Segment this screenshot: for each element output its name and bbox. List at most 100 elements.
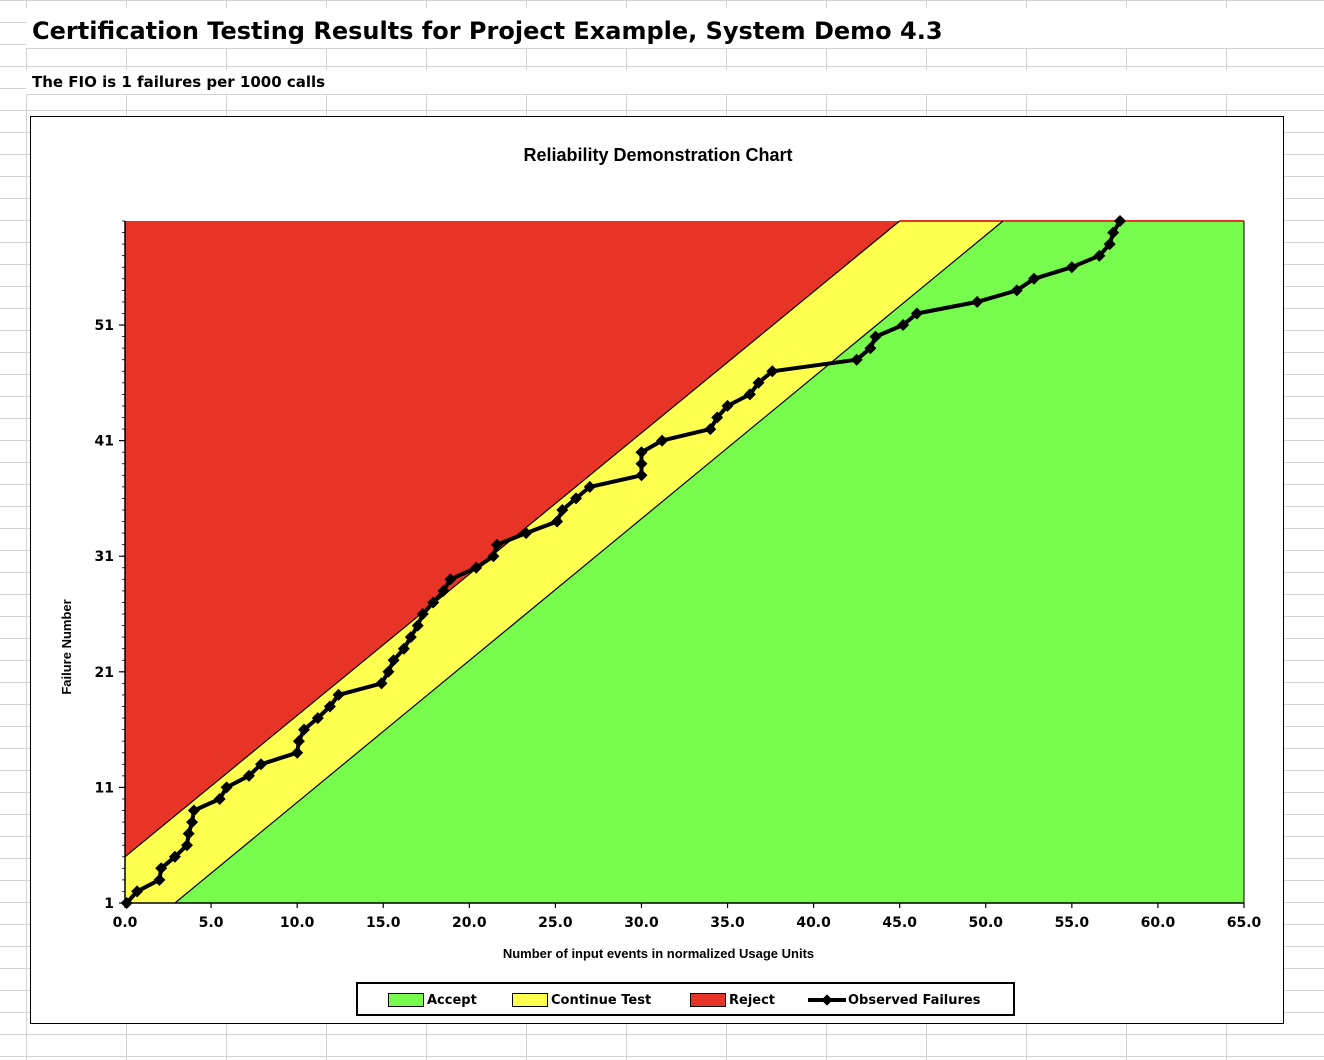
observed-failure-point <box>656 434 669 447</box>
legend-label-observed: Observed Failures <box>848 992 981 1008</box>
observed-failure-point <box>520 527 533 540</box>
observed-failure-point <box>182 827 195 840</box>
observed-failure-point <box>416 608 429 620</box>
observed-failure-point <box>556 504 569 516</box>
x-tick-label: 35.0 <box>710 915 745 931</box>
observed-failure-point <box>766 365 779 378</box>
y-tick-label: 31 <box>95 549 114 565</box>
legend-item-reject: Reject <box>690 991 775 1009</box>
legend-swatch-observed <box>808 994 846 1006</box>
observed-failure-point <box>323 700 336 713</box>
observed-failure-point <box>850 353 863 366</box>
x-tick-label: 30.0 <box>624 915 659 931</box>
y-tick-label: 11 <box>95 780 114 796</box>
observed-failure-point <box>387 654 400 667</box>
legend-swatch-reject <box>690 993 726 1007</box>
observed-failure-point <box>1010 284 1023 297</box>
observed-failure-point <box>711 411 724 424</box>
observed-failure-point <box>131 885 144 898</box>
observed-failure-point <box>168 850 181 863</box>
observed-failure-point <box>411 619 424 632</box>
observed-failure-point <box>635 457 648 470</box>
sheet-subtitle: The FIO is 1 failures per 1000 calls <box>32 73 326 91</box>
observed-failure-point <box>570 492 582 505</box>
x-tick-label: 40.0 <box>796 915 831 931</box>
observed-failure-point <box>490 538 503 551</box>
observed-failure-point <box>375 677 388 690</box>
sheet-subtitle-row: The FIO is 1 failures per 1000 calls <box>26 70 1324 95</box>
observed-failure-point <box>444 573 457 586</box>
observed-failure-point <box>1028 272 1040 285</box>
observed-failure-point <box>635 469 648 482</box>
y-tick-label: 21 <box>95 665 114 681</box>
chart-area[interactable]: Reliability Demonstration Chart 1 11 21 31 4… <box>30 116 1284 1024</box>
y-tick-label: 51 <box>95 318 114 334</box>
x-tick-label: 20.0 <box>452 915 487 931</box>
observed-failure-point <box>220 781 233 794</box>
observed-failure-point <box>437 584 450 597</box>
observed-failure-point <box>864 342 877 355</box>
observed-failure-point <box>743 388 756 401</box>
observed-failure-point <box>186 816 199 829</box>
observed-failure-point <box>1114 215 1126 227</box>
observed-failure-point <box>1107 226 1120 239</box>
observed-failure-point <box>404 631 417 644</box>
y-axis-title: Failure Number <box>59 599 74 694</box>
observed-failure-point <box>397 642 410 655</box>
observed-failure-point <box>897 319 910 331</box>
observed-failure-point <box>181 839 193 852</box>
observed-failure-point <box>470 561 483 574</box>
legend-label-reject: Reject <box>729 992 776 1008</box>
observed-failure-point <box>487 550 500 563</box>
observed-failure-point <box>551 515 564 528</box>
observed-failure-point <box>187 804 200 817</box>
x-tick-label: 55.0 <box>1055 915 1090 931</box>
observed-failure-point <box>1093 249 1106 262</box>
observed-failure-point <box>311 712 324 725</box>
x-tick-label: 10.0 <box>280 915 315 931</box>
observed-failure-point <box>243 769 255 782</box>
observed-failure-point <box>120 897 133 909</box>
observed-failure-point <box>213 793 226 805</box>
observed-failure-point <box>153 873 166 886</box>
observed-failure-point <box>910 307 923 320</box>
x-axis-title: Number of input events in normalized Usa… <box>503 946 814 961</box>
observed-failure-point <box>292 735 305 748</box>
observed-failure-point <box>971 295 984 308</box>
sheet-title: Certification Testing Results for Projec… <box>32 17 943 45</box>
x-tick-label: 45.0 <box>882 915 917 931</box>
legend-item-accept: Accept <box>388 991 477 1009</box>
legend-label-accept: Accept <box>427 992 477 1008</box>
legend-item-continue: Continue Test <box>512 991 651 1009</box>
observed-failure-point <box>1103 238 1116 251</box>
observed-failure-point <box>869 330 882 343</box>
y-tick-label: 41 <box>95 434 114 450</box>
x-tick-label: 65.0 <box>1227 915 1262 931</box>
chart-legend[interactable]: Accept Continue Test Reject Observed Fai… <box>356 982 1015 1016</box>
legend-swatch-accept <box>388 993 424 1007</box>
x-tick-label: 60.0 <box>1141 915 1176 931</box>
observed-failure-point <box>721 399 734 412</box>
x-tick-label: 50.0 <box>968 915 1003 931</box>
observed-failure-point <box>255 758 267 771</box>
accept-boundary-line <box>174 220 1004 904</box>
y-tick-label: 1 <box>104 896 114 912</box>
observed-failure-point <box>752 376 765 389</box>
x-tick-label: 15.0 <box>366 915 401 931</box>
legend-label-continue: Continue Test <box>551 992 652 1008</box>
legend-swatch-continue <box>512 993 548 1007</box>
observed-failure-point <box>427 596 440 609</box>
observed-failure-point <box>635 446 648 459</box>
sheet-title-row: Certification Testing Results for Projec… <box>26 8 1324 49</box>
observed-failure-point <box>382 665 395 678</box>
x-tick-label: 0.0 <box>113 915 138 931</box>
observed-failure-point <box>291 746 304 759</box>
observed-failure-point <box>155 862 168 875</box>
observed-failure-point <box>1065 261 1078 274</box>
chart-title: Reliability Demonstration Chart <box>523 145 793 165</box>
x-tick-label: 25.0 <box>538 915 573 931</box>
observed-failure-point <box>583 480 596 493</box>
observed-failure-point <box>298 723 310 736</box>
continue-region <box>125 221 1003 903</box>
